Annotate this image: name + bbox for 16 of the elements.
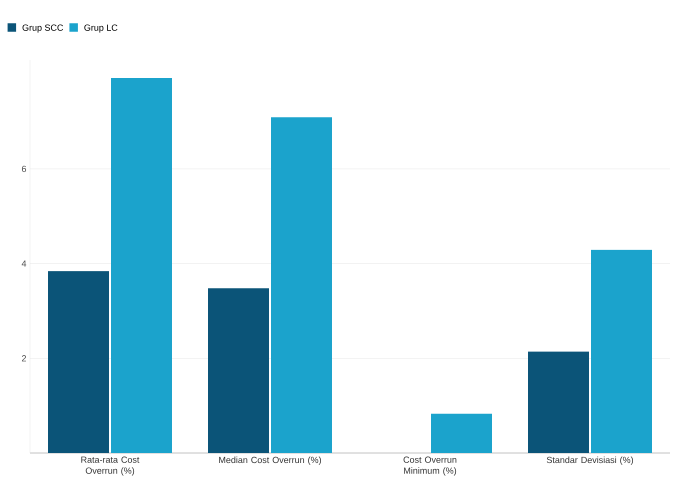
x-tick-label: Cost Overrun Minimum (%) bbox=[404, 456, 456, 476]
bar bbox=[110, 78, 172, 453]
bar bbox=[270, 117, 332, 453]
bar bbox=[208, 288, 270, 453]
legend-label: Grup SCC bbox=[22, 24, 64, 33]
y-tick-label: 6 bbox=[22, 166, 26, 172]
x-tick-label: Standar Devisiasi (%) bbox=[546, 456, 634, 465]
legend-label: Grup LC bbox=[84, 24, 118, 33]
bar bbox=[430, 414, 492, 453]
bar bbox=[591, 250, 652, 453]
x-tick-label: Median Cost Overrun (%) bbox=[219, 456, 322, 465]
bar bbox=[48, 271, 110, 453]
y-tick-label: 4 bbox=[22, 260, 26, 267]
x-tick-label: Rata-rata Cost Overrun (%) bbox=[81, 456, 140, 476]
bar bbox=[528, 352, 590, 453]
y-tick-label: 2 bbox=[22, 355, 26, 362]
